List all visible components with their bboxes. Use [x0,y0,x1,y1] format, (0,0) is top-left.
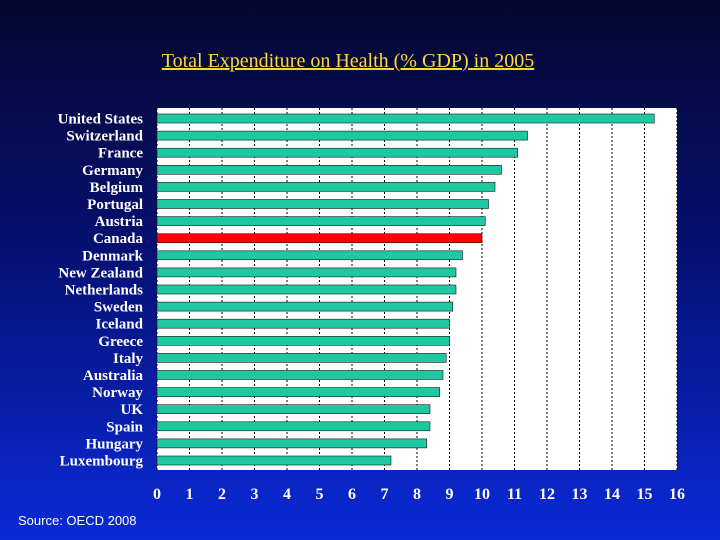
x-tick-label: 3 [251,486,259,503]
bar-uk [156,404,431,415]
bar-spain [156,421,431,432]
bar-sweden [156,301,454,312]
bar-belgium [156,182,496,192]
bar-hungary [156,438,428,449]
category-label: Hungary [85,436,143,452]
chart-title: Total Expenditure on Health (% GDP) in 2… [161,50,535,72]
bar-new-zealand [156,267,457,278]
source-note: Source: OECD 2008 [18,513,137,528]
x-tick-label: 1 [186,486,194,503]
bar-norway [156,387,441,397]
bar-portugal [156,199,489,209]
x-tick-label: 15 [637,486,653,503]
category-label: France [98,146,143,162]
bar-iceland [156,318,450,329]
x-tick-label: 7 [381,486,389,503]
x-tick-label: 8 [413,486,421,503]
x-tick-label: 10 [474,486,490,503]
x-tick-label: 0 [153,486,161,503]
bar-united-states [156,113,655,124]
category-label: United States [58,112,144,128]
x-tick-label: 6 [348,486,356,503]
bar-denmark [156,250,463,261]
bar-netherlands [156,284,457,295]
bars [156,113,655,466]
category-label: Austria [95,214,144,230]
category-label: Netherlands [65,283,143,299]
category-label: Norway [92,385,143,401]
category-label: Portugal [87,197,143,213]
bar-austria [156,216,486,226]
category-labels: United StatesSwitzerlandFranceGermanyBel… [58,112,144,470]
category-label: Italy [113,351,144,367]
x-tick-label: 5 [316,486,324,503]
category-label: Iceland [95,317,143,333]
x-tick-label: 9 [446,486,454,503]
bar-france [156,147,519,158]
x-tick-label: 11 [507,486,522,503]
x-tick-label: 12 [539,486,555,503]
category-label: Spain [106,419,143,435]
bar-germany [156,165,502,175]
x-tick-label: 2 [218,486,226,503]
category-label: Greece [98,334,143,350]
category-label: Belgium [90,180,144,196]
x-tick-labels: 0 1 2 3 4 5 6 7 8 9 10 11 12 13 14 15 16 [153,486,685,503]
category-label: Luxembourg [60,454,144,470]
x-tick-label: 16 [669,486,685,503]
category-label: Australia [83,368,144,384]
category-label: New Zealand [58,265,143,281]
category-label: Canada [93,231,144,247]
bar-switzerland [156,130,528,141]
category-label: Switzerland [66,129,143,145]
bar-luxembourg [156,455,392,466]
bar-greece [156,335,450,346]
category-label: UK [121,402,144,418]
bar-canada [156,233,483,243]
category-label: Sweden [94,300,144,316]
category-label: Denmark [82,248,143,264]
bar-italy [156,353,447,363]
category-label: Germany [82,163,143,179]
x-tick-label: 4 [283,486,291,503]
bar-australia [156,370,444,380]
x-tick-label: 14 [604,486,620,503]
x-tick-label: 13 [572,486,588,503]
